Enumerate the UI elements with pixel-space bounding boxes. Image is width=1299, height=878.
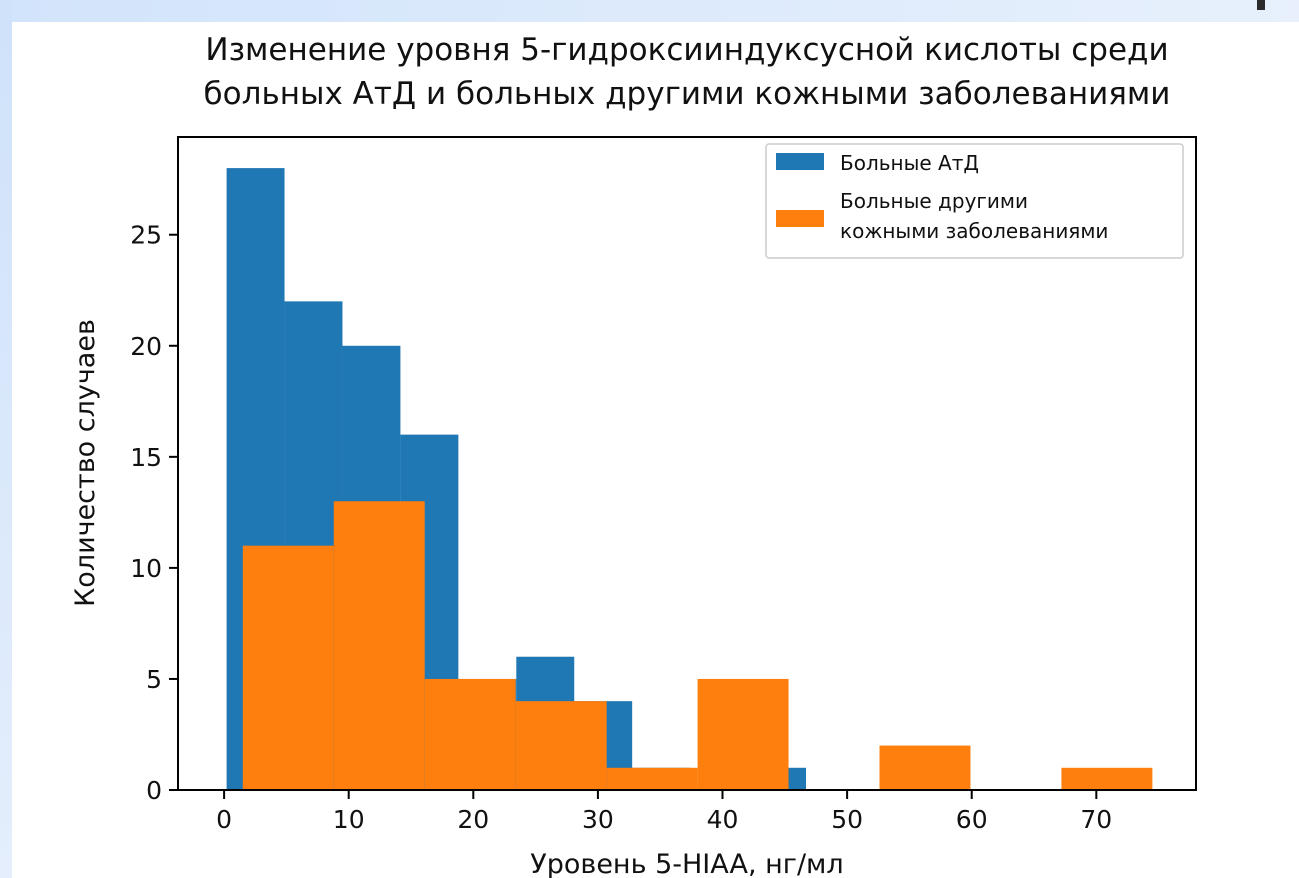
y-tick-label: 15 bbox=[130, 443, 162, 472]
bar-other-5 bbox=[697, 678, 789, 790]
x-tick-label: 40 bbox=[707, 805, 739, 834]
x-tick-label: 60 bbox=[956, 805, 988, 834]
y-tick-label: 0 bbox=[146, 776, 162, 805]
legend-swatch bbox=[776, 210, 824, 227]
x-tick-label: 20 bbox=[457, 805, 489, 834]
y-axis-ticks: 0 5 10 15 20 25 bbox=[130, 221, 178, 805]
x-tick-label: 70 bbox=[1080, 805, 1112, 834]
x-axis-label: Уровень 5-HIAA, нг/мл bbox=[530, 849, 843, 878]
x-tick-label: 50 bbox=[831, 805, 863, 834]
chart-title: Изменение уровня 5-гидроксииндуксусной к… bbox=[204, 32, 1171, 112]
bar-other-0 bbox=[242, 545, 334, 790]
chart-title-line: Изменение уровня 5-гидроксииндуксусной к… bbox=[205, 32, 1168, 68]
x-tick-label: 10 bbox=[333, 805, 365, 834]
legend-label: кожными заболеваниями bbox=[840, 219, 1108, 243]
x-tick-label: 0 bbox=[216, 805, 232, 834]
legend-swatch bbox=[776, 153, 824, 170]
legend-label: Больные другими bbox=[840, 189, 1028, 213]
y-tick-label: 5 bbox=[146, 665, 162, 694]
bar-other-1 bbox=[333, 501, 425, 790]
chart-title-line: больных АтД и больных другими кожными за… bbox=[204, 76, 1171, 112]
y-tick-label: 20 bbox=[130, 332, 162, 361]
legend-box bbox=[765, 143, 1184, 259]
y-tick-label: 25 bbox=[130, 221, 162, 250]
bar-other-7 bbox=[879, 745, 971, 790]
y-tick-label: 10 bbox=[130, 554, 162, 583]
bar-other-9 bbox=[1061, 767, 1153, 790]
bar-other-2 bbox=[424, 678, 516, 790]
y-axis-label: Количество случаев bbox=[70, 319, 101, 607]
slide-corner-mark bbox=[1257, 0, 1265, 10]
bar-other-3 bbox=[515, 701, 607, 790]
slide-top-border bbox=[0, 0, 1299, 22]
slide-left-border bbox=[0, 0, 12, 878]
x-tick-label: 30 bbox=[582, 805, 614, 834]
x-axis-ticks: 0 10 20 30 40 50 60 70 bbox=[216, 790, 1112, 834]
bar-other-4 bbox=[606, 767, 698, 790]
plot-frame bbox=[177, 136, 1197, 791]
histogram-bars bbox=[226, 168, 1153, 791]
legend-label: Больные АтД bbox=[840, 151, 979, 175]
legend: Больные АтД Больные другими кожными заболе… bbox=[765, 143, 1184, 259]
